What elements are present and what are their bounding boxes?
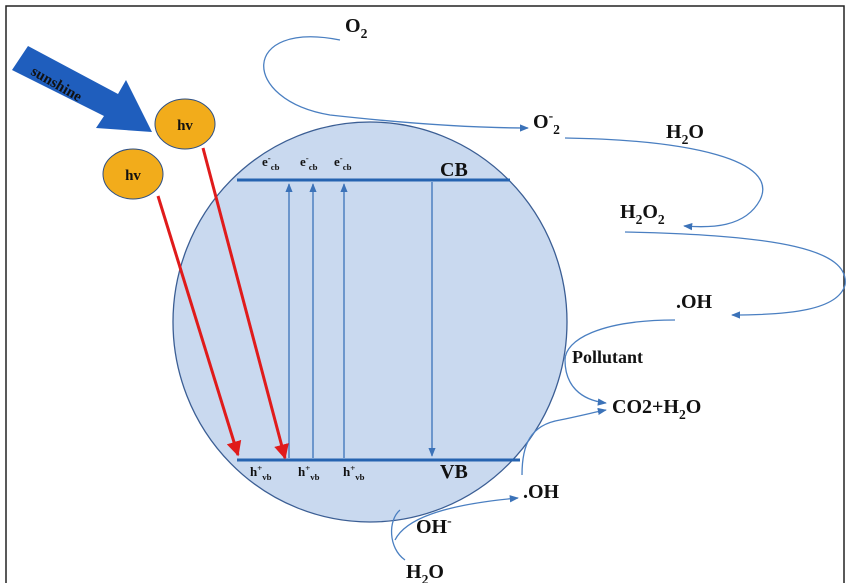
particle [173,122,567,522]
diagram: sunshinehvhvCBVBe-cbe-cbe-cbh+vbh+vbh+vb… [0,0,850,583]
label: .OH [523,481,560,503]
label: hv [125,168,141,184]
label-text: OH [416,516,448,538]
label-text: H [406,561,422,583]
label: CB [440,159,468,181]
label-sup: - [549,108,554,123]
label-text: .OH [676,291,713,313]
label-text: O [533,111,549,133]
page: sunshinehvhvCBVBe-cbe-cbe-cbh+vbh+vbh+vb… [0,0,850,583]
label-sub: cb [309,162,318,172]
label-text: O [345,15,361,37]
label-sup: - [447,513,452,528]
label-text: hv [125,168,141,184]
label-sub: 2 [361,26,368,41]
label-sub: 2 [553,122,560,137]
label-text: O [688,121,704,143]
label: H2O [666,121,704,147]
label: .OH [676,291,713,313]
label-text: O [428,561,444,583]
label: hv [177,118,193,134]
label-text: O [686,396,702,418]
label-text: Pollutant [572,347,643,367]
label-sub: vb [262,472,271,482]
label-text: hv [177,118,193,134]
label-text: VB [440,461,468,483]
label-text: .OH [523,481,560,503]
label-text: CB [440,159,468,181]
label: H2O [406,561,444,583]
path [264,37,528,128]
label: VB [440,461,468,483]
label: O2 [345,15,368,41]
label-text: H [666,121,682,143]
label-sub: cb [271,162,280,172]
label-sub: cb [343,162,352,172]
label: O-2 [533,108,560,137]
label: H2O2 [620,201,665,227]
label: CO2+H2O [612,396,701,422]
sunshine-arrow [12,46,152,132]
label-sub: vb [310,472,319,482]
label-text: CO2+H [612,396,679,418]
label: Pollutant [572,347,643,367]
label-sub: 2 [658,212,665,227]
label-sub: vb [355,472,364,482]
label-text: O [642,201,658,223]
label: OH- [416,513,452,538]
path [625,232,845,315]
label-text: H [620,201,636,223]
